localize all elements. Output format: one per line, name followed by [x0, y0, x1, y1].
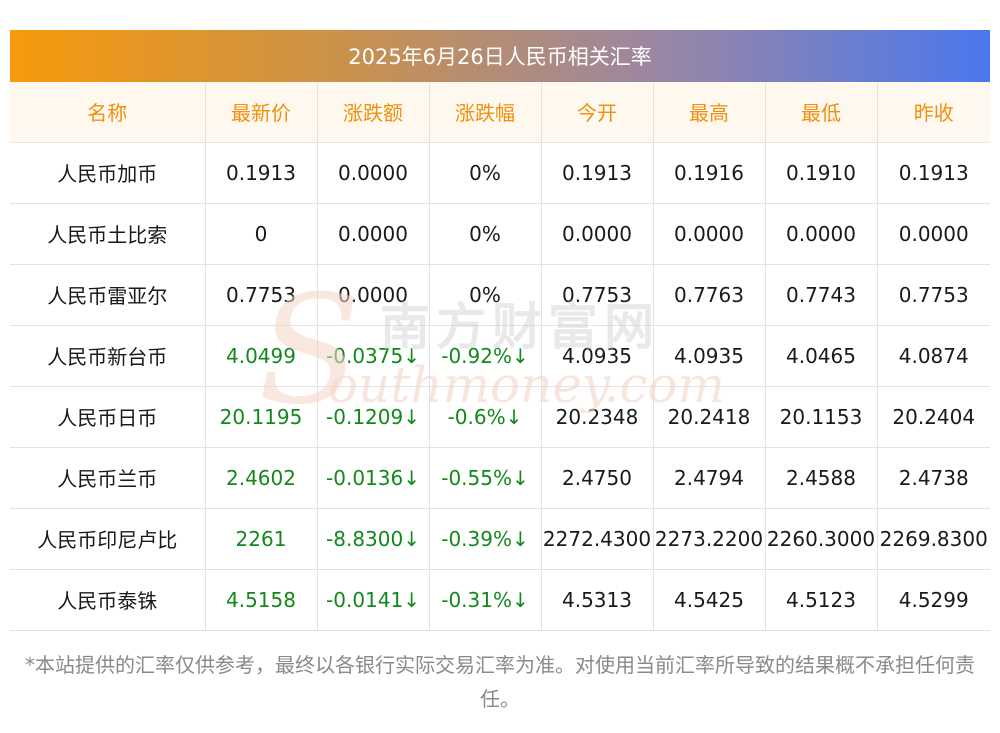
cell-high: 0.0000	[653, 203, 766, 265]
column-header-high: 最高	[653, 82, 766, 143]
cell-low: 0.0000	[765, 203, 878, 265]
cell-change: -0.1209↓	[317, 386, 430, 448]
table-row: 人民币日币 20.1195 -0.1209↓ -0.6%↓ 20.2348 20.2418…	[10, 386, 990, 448]
cell-low: 0.1910	[765, 142, 878, 204]
cell-prev-close: 4.0874	[877, 325, 990, 387]
cell-high: 4.0935	[653, 325, 766, 387]
cell-latest: 0.7753	[205, 264, 318, 326]
table-row: 人民币印尼卢比 2261 -8.8300↓ -0.39%↓ 2272.4300 2273.…	[10, 508, 990, 570]
cell-change: 0.0000	[317, 203, 430, 265]
cell-latest: 4.0499	[205, 325, 318, 387]
cell-low: 4.0465	[765, 325, 878, 387]
cell-name: 人民币加币	[10, 142, 206, 204]
cell-prev-close: 2.4738	[877, 447, 990, 509]
disclaimer-footnote: *本站提供的汇率仅供参考，最终以各银行实际交易汇率为准。对使用当前汇率所导致的结…	[25, 653, 975, 711]
cell-high: 20.2418	[653, 386, 766, 448]
cell-open: 4.5313	[541, 569, 654, 631]
cell-change-pct: 0%	[429, 264, 542, 326]
cell-name: 人民币新台币	[10, 325, 206, 387]
column-header-latest: 最新价	[205, 82, 318, 143]
cell-high: 4.5425	[653, 569, 766, 631]
cell-open: 0.1913	[541, 142, 654, 204]
cell-high: 0.1916	[653, 142, 766, 204]
cell-change: 0.0000	[317, 264, 430, 326]
cell-prev-close: 0.0000	[877, 203, 990, 265]
cell-change: -8.8300↓	[317, 508, 430, 570]
cell-name: 人民币雷亚尔	[10, 264, 206, 326]
cell-open: 2.4750	[541, 447, 654, 509]
cell-change: -0.0136↓	[317, 447, 430, 509]
cell-latest: 0.1913	[205, 142, 318, 204]
column-header-prev-close: 昨收	[877, 82, 990, 143]
table-header-row: 名称 最新价 涨跌额 涨跌幅 今开 最高 最低 昨收	[10, 82, 990, 143]
cell-name: 人民币印尼卢比	[10, 508, 206, 570]
cell-latest: 2261	[205, 508, 318, 570]
cell-change: 0.0000	[317, 142, 430, 204]
cell-open: 2272.4300	[541, 508, 654, 570]
table-row: 人民币土比索 0 0.0000 0% 0.0000 0.0000 0.0000 0.0000	[10, 203, 990, 265]
cell-high: 0.7763	[653, 264, 766, 326]
cell-low: 20.1153	[765, 386, 878, 448]
cell-open: 4.0935	[541, 325, 654, 387]
table-row: 人民币雷亚尔 0.7753 0.0000 0% 0.7753 0.7763 0.7743 0.…	[10, 264, 990, 326]
column-header-name: 名称	[10, 82, 206, 143]
cell-prev-close: 4.5299	[877, 569, 990, 631]
cell-latest: 0	[205, 203, 318, 265]
cell-latest: 20.1195	[205, 386, 318, 448]
column-header-change: 涨跌额	[317, 82, 430, 143]
cell-change-pct: -0.55%↓	[429, 447, 542, 509]
cell-latest: 4.5158	[205, 569, 318, 631]
cell-low: 2260.3000	[765, 508, 878, 570]
cell-name: 人民币土比索	[10, 203, 206, 265]
cell-open: 20.2348	[541, 386, 654, 448]
table-row: 人民币加币 0.1913 0.0000 0% 0.1913 0.1916 0.1910 0.1…	[10, 142, 990, 204]
cell-change-pct: -0.6%↓	[429, 386, 542, 448]
cell-change-pct: 0%	[429, 203, 542, 265]
column-header-change-pct: 涨跌幅	[429, 82, 542, 143]
cell-name: 人民币日币	[10, 386, 206, 448]
cell-change-pct: -0.92%↓	[429, 325, 542, 387]
cell-change-pct: -0.31%↓	[429, 569, 542, 631]
cell-high: 2273.2200	[653, 508, 766, 570]
cell-low: 2.4588	[765, 447, 878, 509]
cell-prev-close: 2269.8300	[877, 508, 990, 570]
cell-open: 0.7753	[541, 264, 654, 326]
cell-change: -0.0141↓	[317, 569, 430, 631]
cell-high: 2.4794	[653, 447, 766, 509]
table-row: 人民币新台币 4.0499 -0.0375↓ -0.92%↓ 4.0935 4.0935 4…	[10, 325, 990, 387]
cell-latest: 2.4602	[205, 447, 318, 509]
cell-open: 0.0000	[541, 203, 654, 265]
table-row: 人民币兰币 2.4602 -0.0136↓ -0.55%↓ 2.4750 2.4794 2.…	[10, 447, 990, 509]
cell-prev-close: 0.7753	[877, 264, 990, 326]
cell-low: 0.7743	[765, 264, 878, 326]
cell-change-pct: 0%	[429, 142, 542, 204]
cell-change-pct: -0.39%↓	[429, 508, 542, 570]
table-title: 2025年6月26日人民币相关汇率	[10, 30, 990, 82]
cell-prev-close: 20.2404	[877, 386, 990, 448]
exchange-rate-table: 名称 最新价 涨跌额 涨跌幅 今开 最高 最低 昨收 人民币加币 0.1913 0.…	[10, 82, 990, 631]
column-header-low: 最低	[765, 82, 878, 143]
cell-change: -0.0375↓	[317, 325, 430, 387]
table-row: 人民币泰铢 4.5158 -0.0141↓ -0.31%↓ 4.5313 4.5425 4.…	[10, 569, 990, 631]
cell-prev-close: 0.1913	[877, 142, 990, 204]
cell-name: 人民币兰币	[10, 447, 206, 509]
cell-name: 人民币泰铢	[10, 569, 206, 631]
cell-low: 4.5123	[765, 569, 878, 631]
column-header-open: 今开	[541, 82, 654, 143]
